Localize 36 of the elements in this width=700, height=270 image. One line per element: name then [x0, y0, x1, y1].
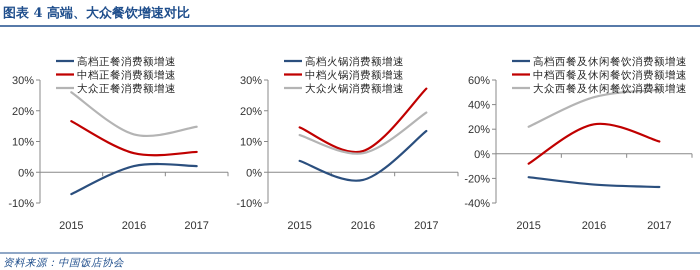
y-tick-label: 30% — [12, 75, 34, 87]
y-tick-label: 0% — [246, 167, 262, 180]
x-tick-label: 2016 — [582, 220, 606, 232]
legend-label: 大众正餐消费额增速 — [77, 82, 176, 95]
x-tick-label: 2017 — [414, 220, 439, 232]
x-tick-label: 2017 — [184, 220, 209, 232]
y-tick-label: -20% — [464, 173, 490, 186]
legend-label: 中档火锅消费额增速 — [305, 68, 404, 82]
y-tick-label: 10% — [12, 136, 34, 148]
y-tick-label: 10% — [240, 136, 262, 148]
legend-label: 中档西餐及休闲餐饮消费额增速 — [533, 68, 687, 82]
y-tick-label: 30% — [240, 75, 262, 87]
y-tick-label: 20% — [12, 106, 34, 118]
chart-title: 图表 4 高端、大众餐饮增速对比 — [3, 5, 190, 21]
y-tick-label: 0% — [474, 148, 490, 161]
text: 资料来源：中国饭店协会 — [3, 257, 125, 269]
y-tick-label: 20% — [468, 124, 490, 136]
legend-label: 中档正餐消费额增速 — [77, 68, 176, 82]
x-tick-label: 2015 — [59, 220, 84, 232]
x-tick-label: 2016 — [350, 220, 376, 232]
y-tick-label: 40% — [468, 100, 490, 112]
y-tick-label: 0% — [18, 167, 34, 180]
y-tick-label: 20% — [240, 106, 262, 118]
legend-label: 高档正餐消费额增速 — [77, 55, 176, 68]
x-tick-label: 2016 — [122, 220, 146, 232]
y-tick-label: -40% — [464, 198, 490, 210]
y-tick-label: 60% — [468, 75, 490, 87]
y-tick-label: -10% — [236, 198, 262, 210]
y-tick-label: -10% — [8, 198, 34, 210]
x-tick-label: 2015 — [287, 220, 312, 232]
legend-label: 大众火锅消费额增速 — [305, 82, 404, 95]
legend-label: 高档火锅消费额增速 — [305, 55, 404, 68]
legend-label: 大众西餐及休闲餐饮消费额增速 — [533, 82, 687, 95]
legend-label: 高档西餐及休闲餐饮消费额增速 — [533, 55, 687, 68]
x-tick-label: 2015 — [516, 220, 541, 232]
x-tick-label: 2017 — [647, 220, 672, 232]
